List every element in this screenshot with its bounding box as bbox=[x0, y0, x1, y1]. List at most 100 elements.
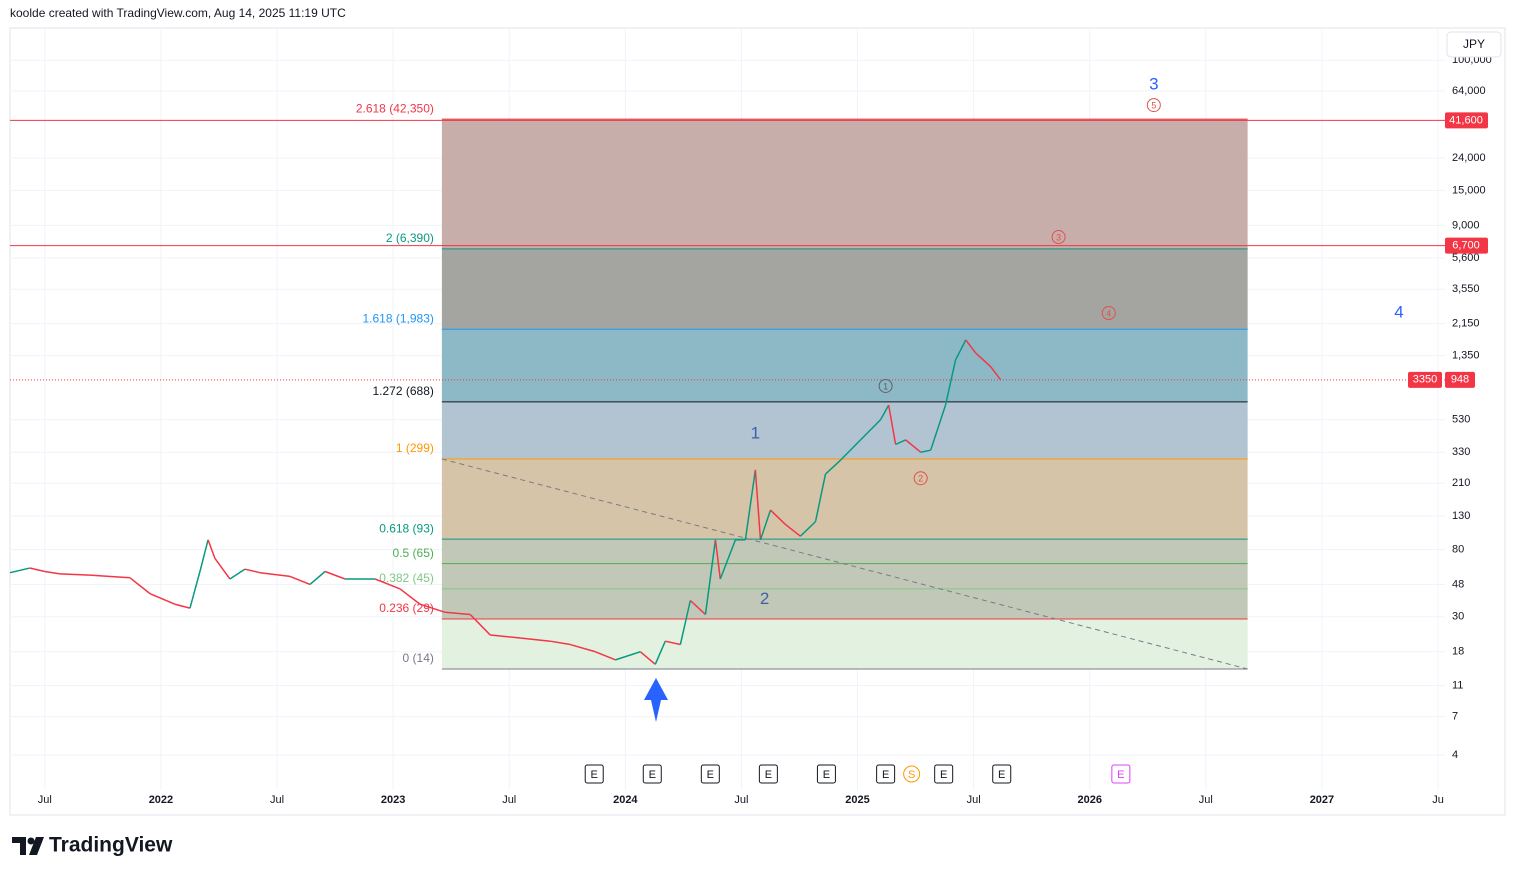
wave-circle bbox=[878, 378, 893, 393]
price-segment bbox=[419, 603, 446, 614]
price-segment bbox=[944, 359, 957, 406]
price-tag-label: 6,700 bbox=[1452, 240, 1480, 252]
price-segment bbox=[520, 637, 551, 642]
wave-label: 2 bbox=[918, 474, 923, 484]
price-segment bbox=[989, 366, 1002, 381]
price-segment bbox=[399, 588, 421, 605]
price-segment bbox=[965, 339, 977, 354]
price-segment bbox=[214, 558, 231, 580]
logo bbox=[12, 837, 44, 855]
fib-zone bbox=[441, 539, 1248, 564]
price-segment bbox=[469, 613, 491, 636]
fib-label: 2.618 (42,350) bbox=[356, 101, 434, 115]
fib-label: 1 (299) bbox=[396, 441, 434, 455]
event-label: E bbox=[591, 769, 598, 781]
price-segment bbox=[570, 643, 596, 653]
y-tick-label: 1,350 bbox=[1452, 349, 1480, 361]
fib-label: 0.618 (93) bbox=[379, 521, 434, 535]
y-tick-label: 7 bbox=[1452, 710, 1458, 722]
price-segment bbox=[595, 651, 616, 661]
price-segment bbox=[824, 459, 842, 475]
price-segment bbox=[895, 439, 906, 446]
price-segment bbox=[29, 567, 45, 573]
price-segment bbox=[759, 509, 772, 541]
price-segment bbox=[639, 651, 656, 665]
price-segment bbox=[879, 404, 890, 421]
x-tick-label: 2025 bbox=[845, 794, 869, 806]
event-label: E bbox=[823, 769, 830, 781]
price-segment bbox=[9, 567, 30, 574]
fib-label: 1.272 (688) bbox=[373, 384, 434, 398]
price-segment bbox=[244, 568, 261, 574]
x-tick-label: 2023 bbox=[381, 794, 405, 806]
price-segment bbox=[289, 575, 311, 586]
price-segment bbox=[229, 568, 246, 580]
event-badge bbox=[1111, 764, 1131, 784]
y-tick-label: 15,000 bbox=[1452, 184, 1486, 196]
wave-circle bbox=[913, 471, 928, 486]
brand: TradingView bbox=[49, 834, 173, 857]
y-tick-label: 64,000 bbox=[1452, 85, 1486, 97]
x-tick-label: Jul bbox=[38, 794, 52, 806]
event-label: E bbox=[1117, 769, 1124, 781]
fib-zone bbox=[441, 329, 1248, 402]
price-segment bbox=[905, 439, 922, 453]
price-segment bbox=[785, 523, 801, 537]
price-segment bbox=[324, 570, 346, 580]
y-tick-label: 24,000 bbox=[1452, 152, 1486, 164]
price-segment bbox=[954, 339, 967, 361]
event-badge bbox=[584, 764, 604, 784]
trendline bbox=[441, 458, 1248, 670]
wave-label: 2 bbox=[760, 589, 769, 608]
price-segment bbox=[374, 578, 401, 590]
event-label: E bbox=[882, 769, 889, 781]
price-segment bbox=[744, 469, 757, 540]
price-segment bbox=[615, 651, 641, 661]
y-tick-label: 5,600 bbox=[1452, 252, 1480, 264]
fib-zone bbox=[441, 588, 1248, 620]
x-tick-label: Ju bbox=[1432, 794, 1444, 806]
x-tick-label: Jul bbox=[502, 794, 516, 806]
wave-label: 4 bbox=[1394, 302, 1403, 321]
x-tick-label: 2026 bbox=[1077, 794, 1101, 806]
price-segment bbox=[129, 577, 151, 595]
currency-button[interactable] bbox=[1446, 31, 1502, 58]
wave-circle bbox=[1051, 230, 1066, 245]
price-segment bbox=[44, 570, 61, 575]
event-badge bbox=[876, 764, 896, 784]
fib-label: 1.618 (1,983) bbox=[363, 311, 434, 325]
y-tick-label: 80 bbox=[1452, 543, 1464, 555]
x-tick-label: Jul bbox=[1199, 794, 1213, 806]
event-label: E bbox=[707, 769, 714, 781]
x-tick-label: 2024 bbox=[613, 794, 638, 806]
y-tick-label: 130 bbox=[1452, 510, 1470, 522]
event-badge bbox=[642, 764, 662, 784]
fib-label: 2 (6,390) bbox=[386, 231, 434, 245]
event-badge bbox=[816, 764, 836, 784]
price-segment bbox=[814, 473, 827, 522]
x-tick-label: 2022 bbox=[149, 794, 173, 806]
fib-zone bbox=[441, 619, 1248, 670]
currency[interactable]: JPY bbox=[1463, 37, 1485, 51]
price-segment bbox=[174, 603, 191, 609]
y-tick-label: 530 bbox=[1452, 414, 1470, 426]
event-label: E bbox=[649, 769, 656, 781]
price-tag bbox=[1445, 237, 1488, 254]
price-segment bbox=[259, 571, 291, 578]
y-tick-label: 11 bbox=[1452, 679, 1463, 691]
x-tick-label: Jul bbox=[967, 794, 981, 806]
y-tick-label: 100,000 bbox=[1452, 54, 1492, 66]
wave-label: 4 bbox=[1106, 308, 1111, 318]
price-segment bbox=[199, 539, 209, 572]
wave-label: 3 bbox=[1149, 75, 1158, 94]
price-segment bbox=[490, 634, 521, 639]
logo-mark bbox=[12, 837, 26, 855]
header: koolde created with TradingView.com, Aug… bbox=[10, 6, 346, 20]
x-tick-label: Jul bbox=[734, 794, 748, 806]
fib-label: 0.382 (45) bbox=[379, 571, 434, 585]
price-segment bbox=[654, 640, 666, 665]
event-label: E bbox=[940, 769, 947, 781]
price-segment bbox=[920, 449, 931, 453]
wave-label: 3 bbox=[1056, 232, 1061, 242]
